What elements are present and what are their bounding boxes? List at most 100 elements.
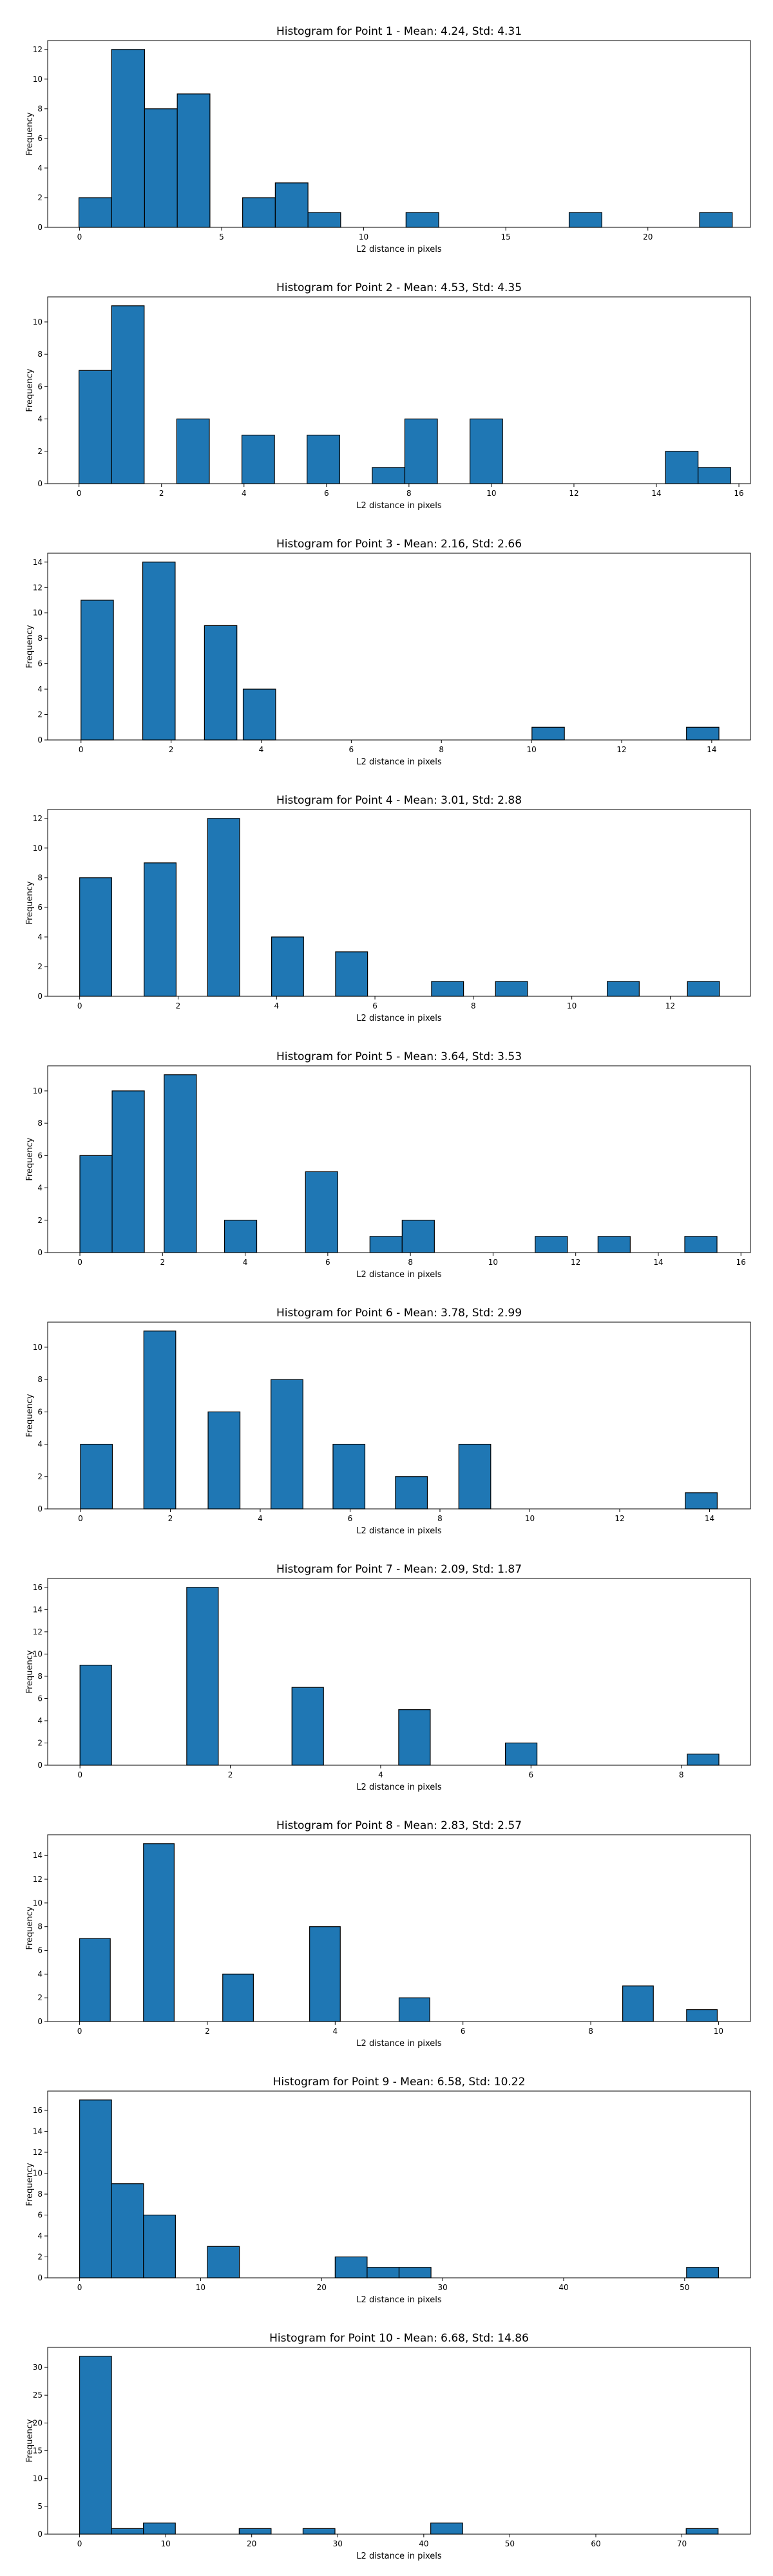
y-tick-label: 12 [33, 583, 43, 592]
x-tick-label: 6 [349, 745, 354, 754]
histogram-bar [332, 1443, 366, 1510]
histogram-bar [334, 2256, 368, 2278]
y-tick-label: 6 [37, 382, 43, 391]
x-tick-label: 70 [677, 2539, 687, 2548]
y-tick-label: 8 [37, 1119, 43, 1128]
y-tick-label: 2 [37, 1993, 43, 2002]
histogram-bar [309, 1926, 341, 2022]
x-tick-label: 8 [471, 1001, 476, 1010]
histogram-bar [398, 2267, 432, 2278]
histogram-bar [207, 818, 240, 997]
y-tick-label: 14 [33, 1605, 43, 1614]
histogram-bar [79, 877, 112, 997]
y-tick-label: 6 [37, 659, 43, 668]
histogram-bar [369, 1236, 403, 1253]
y-tick-label: 0 [37, 2530, 43, 2539]
x-tick-label: 0 [77, 2027, 82, 2036]
y-axis-label: Frequency [25, 368, 35, 412]
x-tick-label: 8 [437, 1514, 443, 1523]
y-tick-label: 8 [37, 634, 43, 643]
x-tick-label: 6 [324, 489, 329, 498]
y-axis-label: Frequency [25, 1906, 35, 1949]
x-axis-label: L2 distance in pixels [356, 1526, 442, 1536]
y-tick-label: 2 [37, 193, 43, 202]
histogram-bar [699, 212, 733, 228]
x-tick-label: 2 [169, 745, 174, 754]
histogram-bar [291, 1687, 324, 1766]
x-tick-label: 10 [714, 2027, 723, 2036]
x-tick-label: 2 [205, 2027, 210, 2036]
y-axis-label: Frequency [25, 2163, 35, 2206]
y-tick-label: 6 [37, 1407, 43, 1416]
x-tick-label: 10 [196, 2283, 205, 2292]
y-tick-label: 10 [33, 1899, 43, 1908]
plot-frame [47, 553, 751, 741]
y-tick-label: 2 [37, 2253, 43, 2262]
histogram-bar [686, 2267, 720, 2278]
histogram-bar [398, 1709, 431, 1766]
histogram-bar [687, 1754, 720, 1766]
x-tick-label: 30 [437, 2283, 447, 2292]
histogram-panel-1: 0 5 10 15 20 0 2 4 6 8 10 12 Histogram for Point 1 -… [25, 25, 751, 254]
y-tick-label: 4 [37, 685, 43, 694]
x-tick-label: 8 [408, 1258, 413, 1267]
histogram-bar [271, 936, 304, 997]
histogram-panel-3: 0 2 4 6 8 10 12 14 0 2 4 6 8 10 12 14 Histogram for Poin… [25, 538, 751, 767]
chart-title: Histogram for Point 9 - Mean: 6.58, Std:… [273, 2076, 526, 2088]
histogram-bar [111, 1090, 145, 1253]
histogram-bar [535, 1236, 568, 1253]
y-tick-label: 10 [33, 2169, 43, 2178]
x-tick-label: 0 [77, 1770, 82, 1779]
y-tick-label: 12 [33, 814, 43, 823]
y-tick-label: 2 [37, 710, 43, 719]
histogram-bar [367, 2267, 400, 2278]
x-tick-label: 2 [176, 1001, 181, 1010]
histogram-bar [142, 562, 176, 741]
histogram-panel-5: 0 2 4 6 8 10 12 14 16 0 2 4 6 8 10 Histogram for Point … [25, 1050, 751, 1280]
x-tick-label: 6 [528, 1770, 533, 1779]
y-tick-label: 6 [37, 1694, 43, 1703]
x-tick-label: 14 [707, 745, 716, 754]
x-tick-label: 12 [569, 489, 578, 498]
y-tick-label: 14 [33, 558, 43, 567]
x-tick-label: 16 [734, 489, 743, 498]
y-tick-label: 15 [33, 2447, 43, 2456]
x-axis-label: L2 distance in pixels [356, 2039, 442, 2049]
histogram-bar [79, 1665, 112, 1766]
plot-frame [47, 1578, 751, 1766]
histogram-bar [470, 418, 503, 484]
y-axis-label: Frequency [25, 881, 35, 924]
histogram-bar [78, 197, 112, 228]
x-tick-label: 60 [591, 2539, 600, 2548]
x-tick-label: 0 [77, 1001, 82, 1010]
x-tick-label: 12 [615, 1514, 624, 1523]
histogram-panel-9: 0 10 20 30 40 50 0 2 4 6 8 10 12 14 16 Histogram for Po… [25, 2076, 751, 2305]
x-tick-label: 4 [243, 1258, 248, 1267]
y-tick-label: 10 [33, 844, 43, 853]
x-tick-label: 10 [488, 1258, 498, 1267]
x-tick-label: 50 [505, 2539, 515, 2548]
x-axis-label: L2 distance in pixels [356, 757, 442, 767]
y-tick-label: 8 [37, 1672, 43, 1681]
histogram-bar [430, 2523, 463, 2535]
y-tick-label: 20 [33, 2418, 43, 2427]
x-tick-label: 2 [168, 1514, 173, 1523]
histogram-bar [568, 212, 602, 228]
x-tick-label: 6 [372, 1001, 377, 1010]
y-tick-label: 5 [37, 2502, 43, 2511]
y-axis-label: Frequency [25, 2419, 35, 2462]
y-tick-label: 4 [37, 415, 43, 424]
x-tick-label: 6 [348, 1514, 353, 1523]
y-tick-label: 4 [37, 1440, 43, 1449]
histogram-bar [431, 981, 464, 997]
x-tick-label: 8 [406, 489, 412, 498]
x-tick-label: 40 [419, 2539, 428, 2548]
x-axis-label: L2 distance in pixels [356, 2295, 442, 2305]
chart-title: Histogram for Point 3 - Mean: 2.16, Std:… [276, 538, 522, 551]
y-tick-label: 12 [33, 2148, 43, 2157]
y-tick-label: 25 [33, 2391, 43, 2400]
x-tick-label: 4 [378, 1770, 383, 1779]
histogram-bar [204, 625, 238, 741]
histogram-bar [607, 981, 640, 997]
